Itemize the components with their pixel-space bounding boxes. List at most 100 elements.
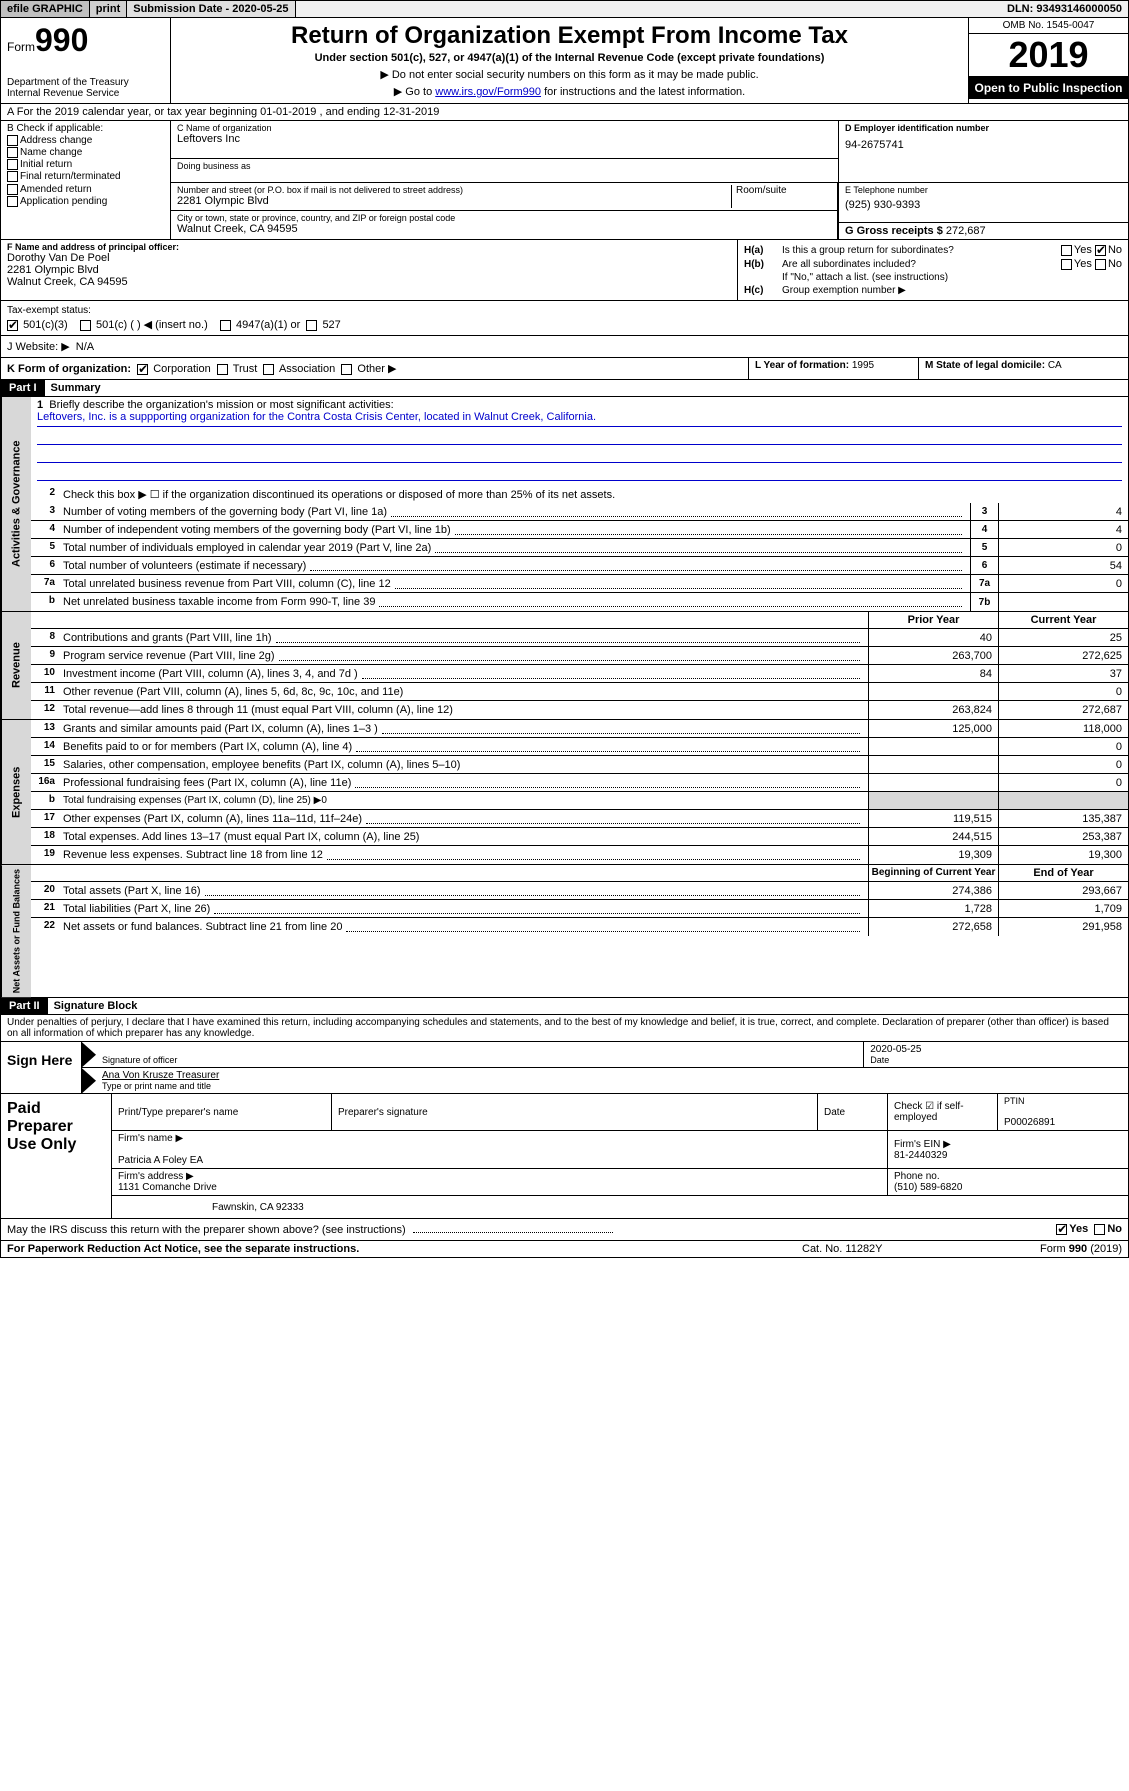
mission-text: Leftovers, Inc. is a suppporting organiz… — [37, 411, 1122, 427]
arrow-icon — [82, 1068, 96, 1093]
chk-app-pending[interactable]: Application pending — [7, 196, 164, 207]
ein-value: 94-2675741 — [845, 139, 1122, 151]
firm-ein: 81-2440329 — [894, 1150, 1122, 1161]
row-a-period: A For the 2019 calendar year, or tax yea… — [1, 104, 1128, 121]
officer-addr2: Walnut Creek, CA 94595 — [7, 276, 731, 288]
form-header: Form990 Department of the Treasury Inter… — [1, 18, 1128, 104]
ein-box: D Employer identification number 94-2675… — [839, 121, 1128, 183]
box-b: B Check if applicable: Address change Na… — [1, 121, 171, 239]
val-6: 54 — [998, 557, 1128, 574]
sign-here-label: Sign Here — [1, 1042, 81, 1093]
irs-link[interactable]: www.irs.gov/Form990 — [435, 86, 541, 98]
tax-year: 2019 — [969, 34, 1128, 77]
telephone-box: E Telephone number (925) 930-9393 — [839, 183, 1128, 223]
gross-receipts-box: G Gross receipts $ 272,687 — [839, 223, 1128, 239]
expenses-table: Expenses 13Grants and similar amounts pa… — [1, 720, 1128, 865]
chk-other[interactable] — [341, 364, 352, 375]
paid-label: Paid Preparer Use Only — [1, 1094, 111, 1218]
form-number: 990 — [35, 22, 88, 58]
chk-initial-return[interactable]: Initial return — [7, 159, 164, 170]
state-domicile: CA — [1048, 360, 1062, 371]
dept-label: Department of the Treasury Internal Reve… — [7, 77, 164, 99]
form-year-block: OMB No. 1545-0047 2019 Open to Public In… — [968, 18, 1128, 103]
submission-date: Submission Date - 2020-05-25 — [127, 1, 295, 17]
val-3: 4 — [998, 503, 1128, 520]
print-button[interactable]: print — [90, 1, 127, 17]
officer-group-row: F Name and address of principal officer:… — [1, 240, 1128, 301]
tax-exempt-row: Tax-exempt status: 501(c)(3) 501(c) ( ) … — [1, 301, 1128, 336]
address-row: Number and street (or P.O. box if mail i… — [171, 183, 1128, 239]
top-bar: efile GRAPHIC print Submission Date - 20… — [0, 0, 1129, 18]
side-governance: Activities & Governance — [1, 397, 31, 611]
form-container: Form990 Department of the Treasury Inter… — [0, 18, 1129, 1258]
open-public: Open to Public Inspection — [969, 77, 1128, 99]
dln-label: DLN: 93493146000050 — [1001, 1, 1128, 17]
form-title: Return of Organization Exempt From Incom… — [181, 22, 958, 50]
street-value: 2281 Olympic Blvd — [177, 195, 731, 207]
revenue-table: Revenue Prior YearCurrent Year 8Contribu… — [1, 612, 1128, 720]
firm-phone: (510) 589-6820 — [894, 1182, 1122, 1193]
sign-date: 2020-05-25 — [870, 1044, 1122, 1055]
website-row: J Website: ▶ N/A — [1, 336, 1128, 358]
efile-label: efile GRAPHIC — [1, 1, 90, 17]
page-footer: For Paperwork Reduction Act Notice, see … — [1, 1241, 1128, 1257]
part1-header: Part I Summary — [1, 380, 1128, 397]
arrow-icon — [82, 1042, 96, 1067]
org-name-box: C Name of organization Leftovers Inc — [171, 121, 838, 159]
chk-corp[interactable] — [137, 364, 148, 375]
chk-assoc[interactable] — [263, 364, 274, 375]
chk-amended[interactable]: Amended return — [7, 184, 164, 195]
chk-name-change[interactable]: Name change — [7, 147, 164, 158]
officer-addr1: 2281 Olympic Blvd — [7, 264, 731, 276]
chk-501c[interactable] — [80, 320, 91, 331]
form-subtitle: Under section 501(c), 527, or 4947(a)(1)… — [181, 52, 958, 64]
side-revenue: Revenue — [1, 612, 31, 719]
box-b-title: B Check if applicable: — [7, 123, 164, 134]
val-7a: 0 — [998, 575, 1128, 592]
governance-table: Activities & Governance 1 Briefly descri… — [1, 397, 1128, 612]
chk-discuss-no[interactable] — [1094, 1224, 1105, 1235]
signer-name: Ana Von Krusze Treasurer — [102, 1070, 1122, 1081]
form-note-2: ▶ Go to www.irs.gov/Form990 for instruct… — [181, 85, 958, 98]
omb-number: OMB No. 1545-0047 — [969, 18, 1128, 34]
ptin: P00026891 — [1004, 1117, 1122, 1128]
chk-501c3[interactable] — [7, 320, 18, 331]
right-id-block: D Employer identification number 94-2675… — [838, 121, 1128, 183]
firm-addr1: 1131 Comanche Drive — [118, 1182, 881, 1193]
firm-name: Patricia A Foley EA — [118, 1155, 881, 1166]
form-prefix: Form — [7, 40, 35, 54]
box-f: F Name and address of principal officer:… — [1, 240, 738, 300]
paid-preparer-block: Paid Preparer Use Only Print/Type prepar… — [1, 1093, 1128, 1218]
part2-header: Part II Signature Block — [1, 998, 1128, 1015]
org-name: Leftovers Inc — [177, 133, 832, 145]
chk-address-change[interactable]: Address change — [7, 135, 164, 146]
name-address-block: C Name of organization Leftovers Inc Doi… — [171, 121, 1128, 239]
discuss-row: May the IRS discuss this return with the… — [1, 1219, 1128, 1241]
val-7b — [998, 593, 1128, 611]
signature-block: Under penalties of perjury, I declare th… — [1, 1015, 1128, 1219]
city-value: Walnut Creek, CA 94595 — [177, 223, 831, 235]
val-5: 0 — [998, 539, 1128, 556]
chk-discuss-yes[interactable] — [1056, 1224, 1067, 1235]
gross-value: 272,687 — [946, 225, 986, 237]
netassets-table: Net Assets or Fund Balances Beginning of… — [1, 865, 1128, 998]
side-expenses: Expenses — [1, 720, 31, 864]
year-formation: 1995 — [852, 360, 874, 371]
chk-4947[interactable] — [220, 320, 231, 331]
dba-box: Doing business as — [171, 159, 838, 183]
tel-value: (925) 930-9393 — [845, 199, 1122, 211]
val-4: 4 — [998, 521, 1128, 538]
mission-block: 1 Briefly describe the organization's mi… — [31, 397, 1128, 485]
box-h: H(a)Is this a group return for subordina… — [738, 240, 1128, 300]
perjury-text: Under penalties of perjury, I declare th… — [1, 1015, 1128, 1041]
firm-addr2: Fawnskin, CA 92333 — [112, 1196, 1128, 1218]
form-id-block: Form990 Department of the Treasury Inter… — [1, 18, 171, 103]
chk-final-return[interactable]: Final return/terminated — [7, 171, 164, 182]
officer-name: Dorothy Van De Poel — [7, 252, 731, 264]
form-title-block: Return of Organization Exempt From Incom… — [171, 18, 968, 103]
website-value: N/A — [76, 341, 94, 353]
row-k: K Form of organization: Corporation Trus… — [1, 358, 1128, 380]
chk-527[interactable] — [306, 320, 317, 331]
chk-trust[interactable] — [217, 364, 228, 375]
identity-section: B Check if applicable: Address change Na… — [1, 121, 1128, 240]
